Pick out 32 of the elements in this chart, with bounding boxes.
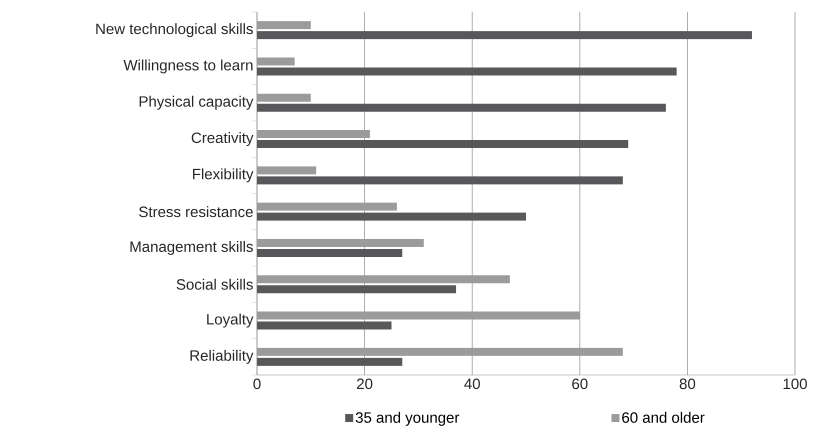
bar (257, 57, 295, 66)
y-tick-label: New technological skills (96, 23, 253, 38)
bar (257, 285, 456, 294)
y-tick-label: Reliability (190, 350, 254, 364)
bar (257, 212, 526, 221)
bar (257, 248, 402, 257)
x-tick-label: 20 (357, 378, 372, 390)
x-tick-label: 0 (253, 378, 261, 390)
y-tick-label: Social skills (176, 278, 253, 290)
legend-label: 35 and younger (356, 412, 460, 426)
x-tick-label: 60 (572, 378, 588, 390)
x-tick-label: 80 (680, 378, 696, 390)
y-tick-label: Willingness to learn (123, 59, 252, 74)
y-tick-label: Loyalty (207, 314, 254, 328)
bar (257, 104, 666, 112)
y-tick-label: Creativity (192, 132, 254, 146)
x-tick-label: 40 (464, 378, 480, 390)
bar (257, 140, 628, 148)
legend-label: 60 and older (622, 412, 705, 423)
bar (257, 166, 316, 174)
bar (257, 94, 311, 102)
y-tick-label: Flexibility (193, 168, 254, 182)
bar (257, 21, 311, 30)
bar (257, 67, 677, 76)
bar (257, 176, 623, 184)
bar (257, 31, 752, 40)
y-tick-label: Stress resistance (139, 206, 253, 218)
y-tick-label: Physical capacity (140, 96, 254, 110)
bar (257, 322, 392, 330)
y-tick-label: Management skills (130, 240, 253, 255)
x-tick-label: 100 (784, 378, 807, 390)
bar (257, 358, 402, 366)
